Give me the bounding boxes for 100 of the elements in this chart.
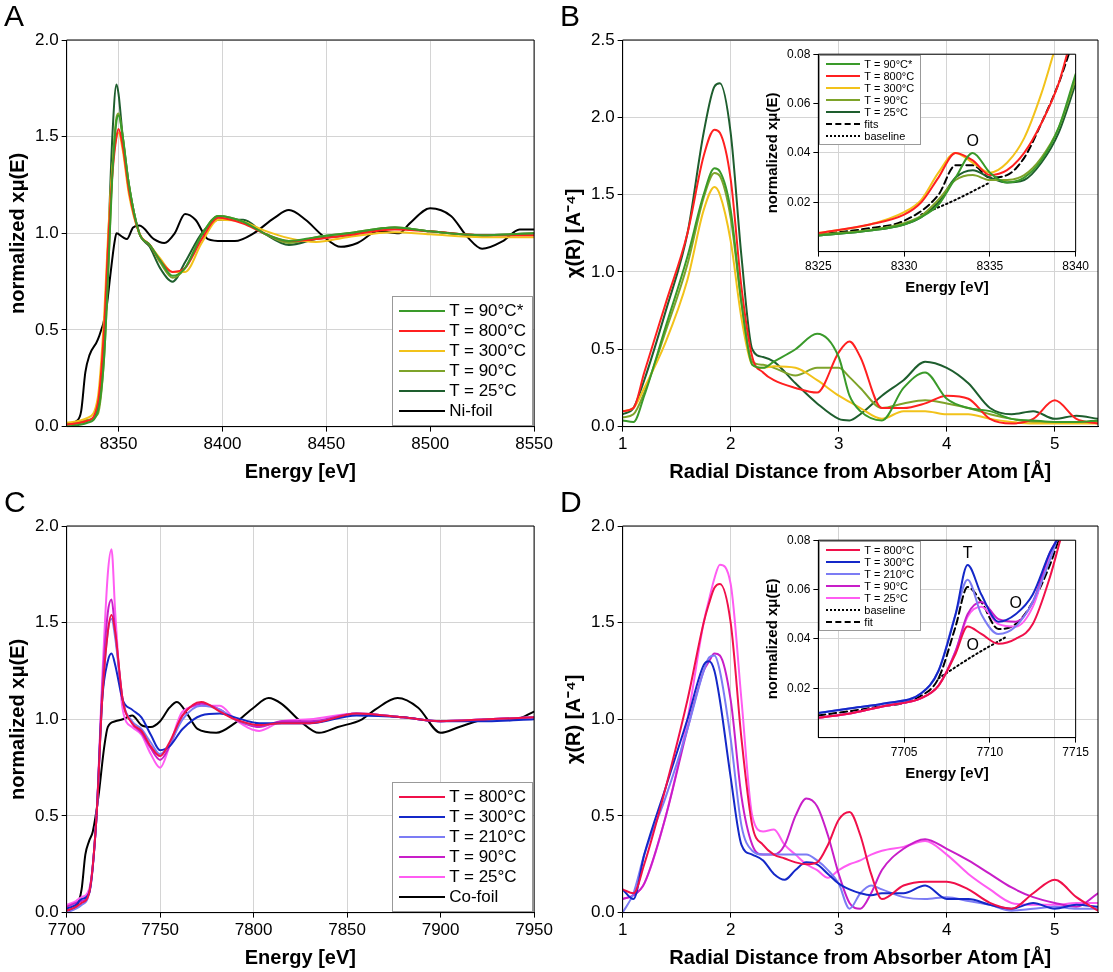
- legend-label: T = 210°C: [449, 826, 527, 847]
- y-tick-label: 0.06: [787, 581, 811, 596]
- x-tick-label: 4: [942, 920, 952, 940]
- x-tick-label: 8400: [203, 434, 242, 454]
- legend-label: T = 25°C: [449, 380, 517, 401]
- x-tick-label: 8340: [1062, 259, 1090, 274]
- x-tick-label: 8350: [99, 434, 138, 454]
- x-tick-label: 7710: [976, 745, 1004, 760]
- y-tick-label: 1.0: [34, 708, 59, 728]
- x-tick-label: 8325: [805, 259, 833, 274]
- legend-label: T = 90°C: [449, 360, 517, 381]
- legend-label: Ni-foil: [449, 400, 493, 421]
- x-tick-label: 4: [942, 434, 952, 454]
- y-tick-label: 0.5: [34, 805, 59, 825]
- y-tick-label: 0.0: [34, 902, 59, 922]
- legend-label: T = 90°C: [864, 94, 908, 107]
- y-axis-title: normalized xμ(E): [763, 92, 781, 214]
- y-tick-label: 2.5: [590, 29, 615, 49]
- legend-label: baseline: [864, 604, 906, 617]
- x-tick-label: 1: [617, 434, 628, 454]
- x-axis-title: Radial Distance from Absorber Atom [Å]: [669, 458, 1052, 482]
- y-tick-label: 0.5: [590, 805, 615, 825]
- annotation: O: [966, 635, 979, 653]
- x-tick-label: 2: [725, 920, 736, 940]
- legend-label: T = 800°C: [864, 70, 915, 83]
- x-tick-label: 7900: [421, 920, 460, 940]
- legend-label: T = 300°C: [864, 556, 915, 569]
- x-tick-label: 2: [725, 434, 736, 454]
- legend-label: T = 300°C: [449, 806, 527, 827]
- x-tick-label: 8500: [411, 434, 450, 454]
- legend-label: T = 90°C: [449, 846, 517, 867]
- y-tick-label: 0.5: [590, 338, 615, 358]
- legend-label: T = 800°C: [864, 544, 915, 557]
- legend-label: T = 90°C*: [864, 58, 913, 71]
- x-axis-title: Energy [eV]: [244, 945, 356, 968]
- chart-title: D: [560, 485, 582, 519]
- x-tick-label: 8330: [890, 259, 918, 274]
- x-tick-label: 8450: [307, 434, 346, 454]
- y-tick-label: 1.5: [590, 184, 615, 204]
- y-tick-label: 0.02: [787, 194, 811, 209]
- y-tick-label: 0.08: [787, 532, 811, 547]
- chart-title: A: [4, 0, 25, 33]
- legend-label: baseline: [864, 130, 906, 143]
- y-tick-label: 1.0: [590, 261, 615, 281]
- x-tick-label: 3: [833, 434, 844, 454]
- legend-label: T = 300°C: [864, 82, 915, 95]
- legend-label: fits: [864, 118, 879, 131]
- y-tick-label: 1.5: [590, 612, 615, 632]
- y-tick-label: 2.0: [34, 29, 59, 49]
- y-tick-label: 0.5: [34, 319, 59, 339]
- y-tick-label: 2.0: [590, 515, 615, 535]
- y-tick-label: 2.0: [34, 515, 59, 535]
- legend-label: T = 210°C: [864, 568, 915, 581]
- y-axis-title: normalized xμ(E): [5, 152, 28, 314]
- y-tick-label: 0.0: [590, 416, 615, 436]
- x-tick-label: 3: [833, 920, 844, 940]
- legend-label: fit: [864, 616, 873, 629]
- legend-label: T = 90°C: [864, 580, 908, 593]
- y-tick-label: 1.0: [34, 222, 59, 242]
- annotation: O: [1009, 593, 1022, 611]
- x-tick-label: 8550: [515, 434, 553, 454]
- legend-label: T = 800°C: [449, 786, 527, 807]
- annotation: T: [962, 544, 973, 562]
- x-tick-label: 7950: [515, 920, 553, 940]
- x-tick-label: 5: [1050, 920, 1060, 940]
- x-tick-label: 5: [1050, 434, 1060, 454]
- y-tick-label: 0.0: [34, 416, 59, 436]
- y-tick-label: 0.02: [787, 680, 811, 695]
- y-tick-label: 0.06: [787, 95, 811, 110]
- y-tick-label: 1.5: [34, 126, 59, 146]
- x-tick-label: 7850: [328, 920, 367, 940]
- y-tick-label: 0.08: [787, 46, 811, 61]
- y-axis-title: χ(R) [A⁻⁴]: [561, 674, 584, 765]
- x-tick-label: 8335: [976, 259, 1004, 274]
- y-tick-label: 1.5: [34, 612, 59, 632]
- x-tick-label: 7700: [47, 920, 86, 940]
- y-axis-title: normalized xμ(E): [763, 578, 781, 700]
- annotation: O: [966, 132, 979, 150]
- chart-title: C: [4, 485, 26, 519]
- x-axis-title: Energy [eV]: [244, 459, 356, 482]
- legend-label: T = 90°C*: [449, 300, 524, 321]
- legend-label: Co-foil: [449, 886, 499, 907]
- legend-label: T = 25°C: [449, 866, 517, 887]
- y-tick-label: 2.0: [590, 107, 615, 127]
- x-tick-label: 1: [617, 920, 628, 940]
- y-tick-label: 0.0: [590, 902, 615, 922]
- y-tick-label: 0.04: [787, 145, 811, 160]
- legend-label: T = 25°C: [864, 106, 908, 119]
- legend-label: T = 800°C: [449, 320, 527, 341]
- chart-title: B: [560, 0, 581, 33]
- x-tick-label: 7800: [234, 920, 273, 940]
- x-axis-title: Energy [eV]: [905, 278, 989, 296]
- legend-label: T = 25°C: [864, 592, 908, 605]
- legend-label: T = 300°C: [449, 340, 527, 361]
- x-tick-label: 7750: [141, 920, 180, 940]
- y-axis-title: χ(R) [A⁻⁴]: [561, 188, 584, 279]
- x-axis-title: Radial Distance from Absorber Atom [Å]: [669, 944, 1052, 968]
- x-tick-label: 7715: [1062, 745, 1090, 760]
- y-axis-title: normalized xμ(E): [5, 638, 28, 800]
- y-tick-label: 1.0: [590, 708, 615, 728]
